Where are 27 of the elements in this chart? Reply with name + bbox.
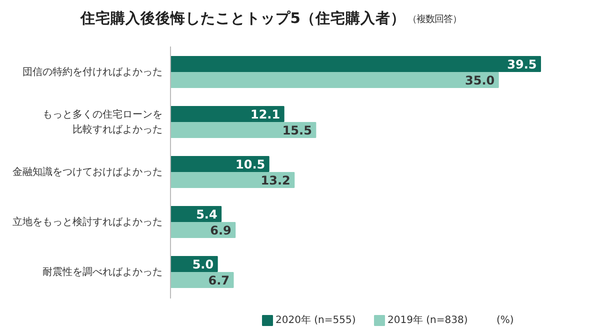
bar: [170, 172, 295, 188]
data-label: 5.0: [192, 258, 214, 272]
bar: [170, 122, 316, 138]
data-label: 6.7: [208, 274, 230, 288]
y-tick-label: 団信の特約を付ければよかった: [22, 66, 162, 78]
y-tick-label: 立地をもっと検討すればよかった: [12, 216, 162, 228]
bar: [170, 156, 270, 172]
y-tick-label: もっと多くの住宅ローンを比較すればよかった: [42, 108, 162, 136]
data-label: 6.9: [210, 224, 232, 238]
bar: [170, 272, 234, 288]
data-label: 39.5: [507, 58, 537, 72]
data-label: 35.0: [464, 74, 495, 88]
data-label: 12.1: [250, 108, 280, 122]
legend-label: 2020年 (n=555): [276, 314, 356, 326]
data-label: 15.5: [282, 124, 312, 138]
data-label: 10.5: [236, 158, 266, 172]
bar: [170, 72, 499, 88]
legend-label: 2019年 (n=838): [388, 314, 468, 326]
chart-title: 住宅購入後後悔したことトップ5（住宅購入者）: [79, 9, 406, 27]
y-tick-label: 耐震性を調べればよかった: [42, 266, 162, 278]
data-label: 13.2: [260, 174, 290, 188]
chart-subtitle: （複数回答）: [408, 14, 462, 25]
y-tick-label: 金融知識をつけておけばよかった: [12, 166, 162, 178]
text: (%): [496, 315, 514, 326]
bar: [170, 56, 541, 72]
bar: [170, 106, 284, 122]
data-label: 5.4: [196, 208, 218, 222]
